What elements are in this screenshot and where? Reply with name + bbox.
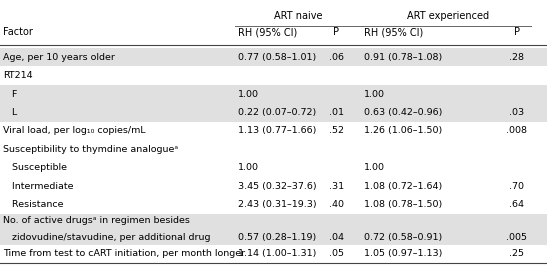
Text: RH (95% CI): RH (95% CI) bbox=[238, 27, 297, 37]
Text: No. of active drugsᵃ in regimen besides: No. of active drugsᵃ in regimen besides bbox=[3, 216, 190, 225]
Text: 0.77 (0.58–1.01): 0.77 (0.58–1.01) bbox=[238, 53, 316, 62]
Text: Time from test to cART initiation, per month longer: Time from test to cART initiation, per m… bbox=[3, 249, 245, 258]
Text: .31: .31 bbox=[329, 182, 344, 191]
Text: 1.13 (0.77–1.66): 1.13 (0.77–1.66) bbox=[238, 127, 316, 135]
Text: P: P bbox=[334, 27, 339, 37]
Text: Intermediate: Intermediate bbox=[3, 182, 73, 191]
Text: zidovudine/stavudine, per additional drug: zidovudine/stavudine, per additional dru… bbox=[3, 233, 210, 242]
Text: Viral load, per log₁₀ copies/mL: Viral load, per log₁₀ copies/mL bbox=[3, 127, 146, 135]
Text: Age, per 10 years older: Age, per 10 years older bbox=[3, 53, 115, 62]
Text: .04: .04 bbox=[329, 233, 344, 242]
Text: Susceptibility to thymdine analogueᵃ: Susceptibility to thymdine analogueᵃ bbox=[3, 145, 178, 154]
Text: .06: .06 bbox=[329, 53, 344, 62]
Text: .01: .01 bbox=[329, 108, 344, 117]
Bar bbox=[0, 85, 547, 103]
Text: .64: .64 bbox=[509, 200, 525, 209]
Text: .25: .25 bbox=[509, 249, 525, 258]
Text: 1.08 (0.78–1.50): 1.08 (0.78–1.50) bbox=[364, 200, 442, 209]
Text: Resistance: Resistance bbox=[3, 200, 63, 209]
Text: ART naive: ART naive bbox=[274, 11, 322, 21]
Text: Factor: Factor bbox=[3, 27, 33, 37]
Text: ART experienced: ART experienced bbox=[408, 11, 490, 21]
Text: .70: .70 bbox=[509, 182, 525, 191]
Text: 1.05 (0.97–1.13): 1.05 (0.97–1.13) bbox=[364, 249, 442, 258]
Text: 0.91 (0.78–1.08): 0.91 (0.78–1.08) bbox=[364, 53, 442, 62]
Text: 1.00: 1.00 bbox=[364, 163, 385, 172]
Text: F: F bbox=[3, 89, 17, 99]
Bar bbox=[0, 48, 547, 66]
Text: 3.45 (0.32–37.6): 3.45 (0.32–37.6) bbox=[238, 182, 317, 191]
Text: Susceptible: Susceptible bbox=[3, 163, 67, 172]
Text: 1.00: 1.00 bbox=[238, 89, 259, 99]
Text: 1.14 (1.00–1.31): 1.14 (1.00–1.31) bbox=[238, 249, 316, 258]
Text: RH (95% CI): RH (95% CI) bbox=[364, 27, 423, 37]
Text: 0.22 (0.07–0.72): 0.22 (0.07–0.72) bbox=[238, 108, 316, 117]
Text: .28: .28 bbox=[509, 53, 525, 62]
Text: 0.57 (0.28–1.19): 0.57 (0.28–1.19) bbox=[238, 233, 316, 242]
Bar bbox=[0, 103, 547, 122]
Text: .52: .52 bbox=[329, 127, 344, 135]
Text: 1.26 (1.06–1.50): 1.26 (1.06–1.50) bbox=[364, 127, 442, 135]
Text: RT214: RT214 bbox=[3, 71, 32, 80]
Text: 0.63 (0.42–0.96): 0.63 (0.42–0.96) bbox=[364, 108, 442, 117]
Text: 1.00: 1.00 bbox=[238, 163, 259, 172]
Text: 1.08 (0.72–1.64): 1.08 (0.72–1.64) bbox=[364, 182, 442, 191]
Text: 0.72 (0.58–0.91): 0.72 (0.58–0.91) bbox=[364, 233, 442, 242]
Text: P: P bbox=[514, 27, 520, 37]
Text: .03: .03 bbox=[509, 108, 525, 117]
Text: L: L bbox=[3, 108, 17, 117]
Text: .008: .008 bbox=[507, 127, 527, 135]
Text: .005: .005 bbox=[507, 233, 527, 242]
Text: 1.00: 1.00 bbox=[364, 89, 385, 99]
Bar bbox=[0, 214, 547, 245]
Text: 2.43 (0.31–19.3): 2.43 (0.31–19.3) bbox=[238, 200, 317, 209]
Text: .05: .05 bbox=[329, 249, 344, 258]
Text: .40: .40 bbox=[329, 200, 344, 209]
